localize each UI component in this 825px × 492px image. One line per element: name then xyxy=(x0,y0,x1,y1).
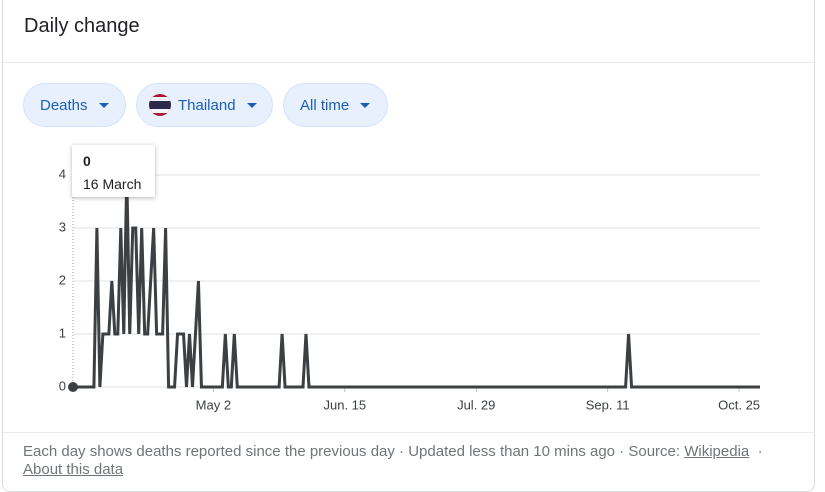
divider xyxy=(3,432,815,433)
footer-note: Each day shows deaths reported since the… xyxy=(23,443,681,460)
y-tick-label: 4 xyxy=(59,166,66,181)
x-tick-label: Oct. 25 xyxy=(718,397,760,412)
y-tick-label: 3 xyxy=(59,219,66,234)
dropdown-label: All time xyxy=(300,96,350,114)
tooltip: 0 16 March xyxy=(72,145,155,197)
hover-point xyxy=(68,382,78,392)
caret xyxy=(246,102,257,108)
caret xyxy=(98,102,109,108)
dropdown-label: Deaths xyxy=(40,96,88,114)
chart: 0 1 2 3 4 May 2 Jun. 15 Jul. 29 Sep. 11 Oct. 25 xyxy=(59,166,760,412)
separator: · xyxy=(757,443,763,460)
source-link[interactable]: Wikipedia xyxy=(684,443,750,460)
tooltip-date: 16 March xyxy=(83,176,142,192)
flag xyxy=(149,94,171,116)
y-tick-label: 2 xyxy=(59,272,66,287)
country-dropdown[interactable]: Thailand xyxy=(136,83,273,127)
caret xyxy=(360,102,371,108)
divider xyxy=(3,62,815,63)
card-title: Daily change xyxy=(24,15,140,37)
data-line xyxy=(73,174,760,389)
x-tick-label: Jul. 29 xyxy=(457,397,495,412)
y-tick-label: 1 xyxy=(59,325,66,340)
tooltip-value: 0 xyxy=(83,153,91,169)
x-tick-label: Jun. 15 xyxy=(323,397,366,412)
y-tick-label: 0 xyxy=(59,378,66,393)
x-tick-label: Sep. 11 xyxy=(586,397,630,412)
dropdown-label: Thailand xyxy=(178,96,236,114)
range-dropdown[interactable]: All time xyxy=(283,83,388,127)
x-tick-label: May 2 xyxy=(196,397,231,412)
about-link[interactable]: About this data xyxy=(23,461,124,478)
footer: Each day shows deaths reported since the… xyxy=(23,443,783,479)
metric-dropdown[interactable]: Deaths xyxy=(23,83,126,127)
